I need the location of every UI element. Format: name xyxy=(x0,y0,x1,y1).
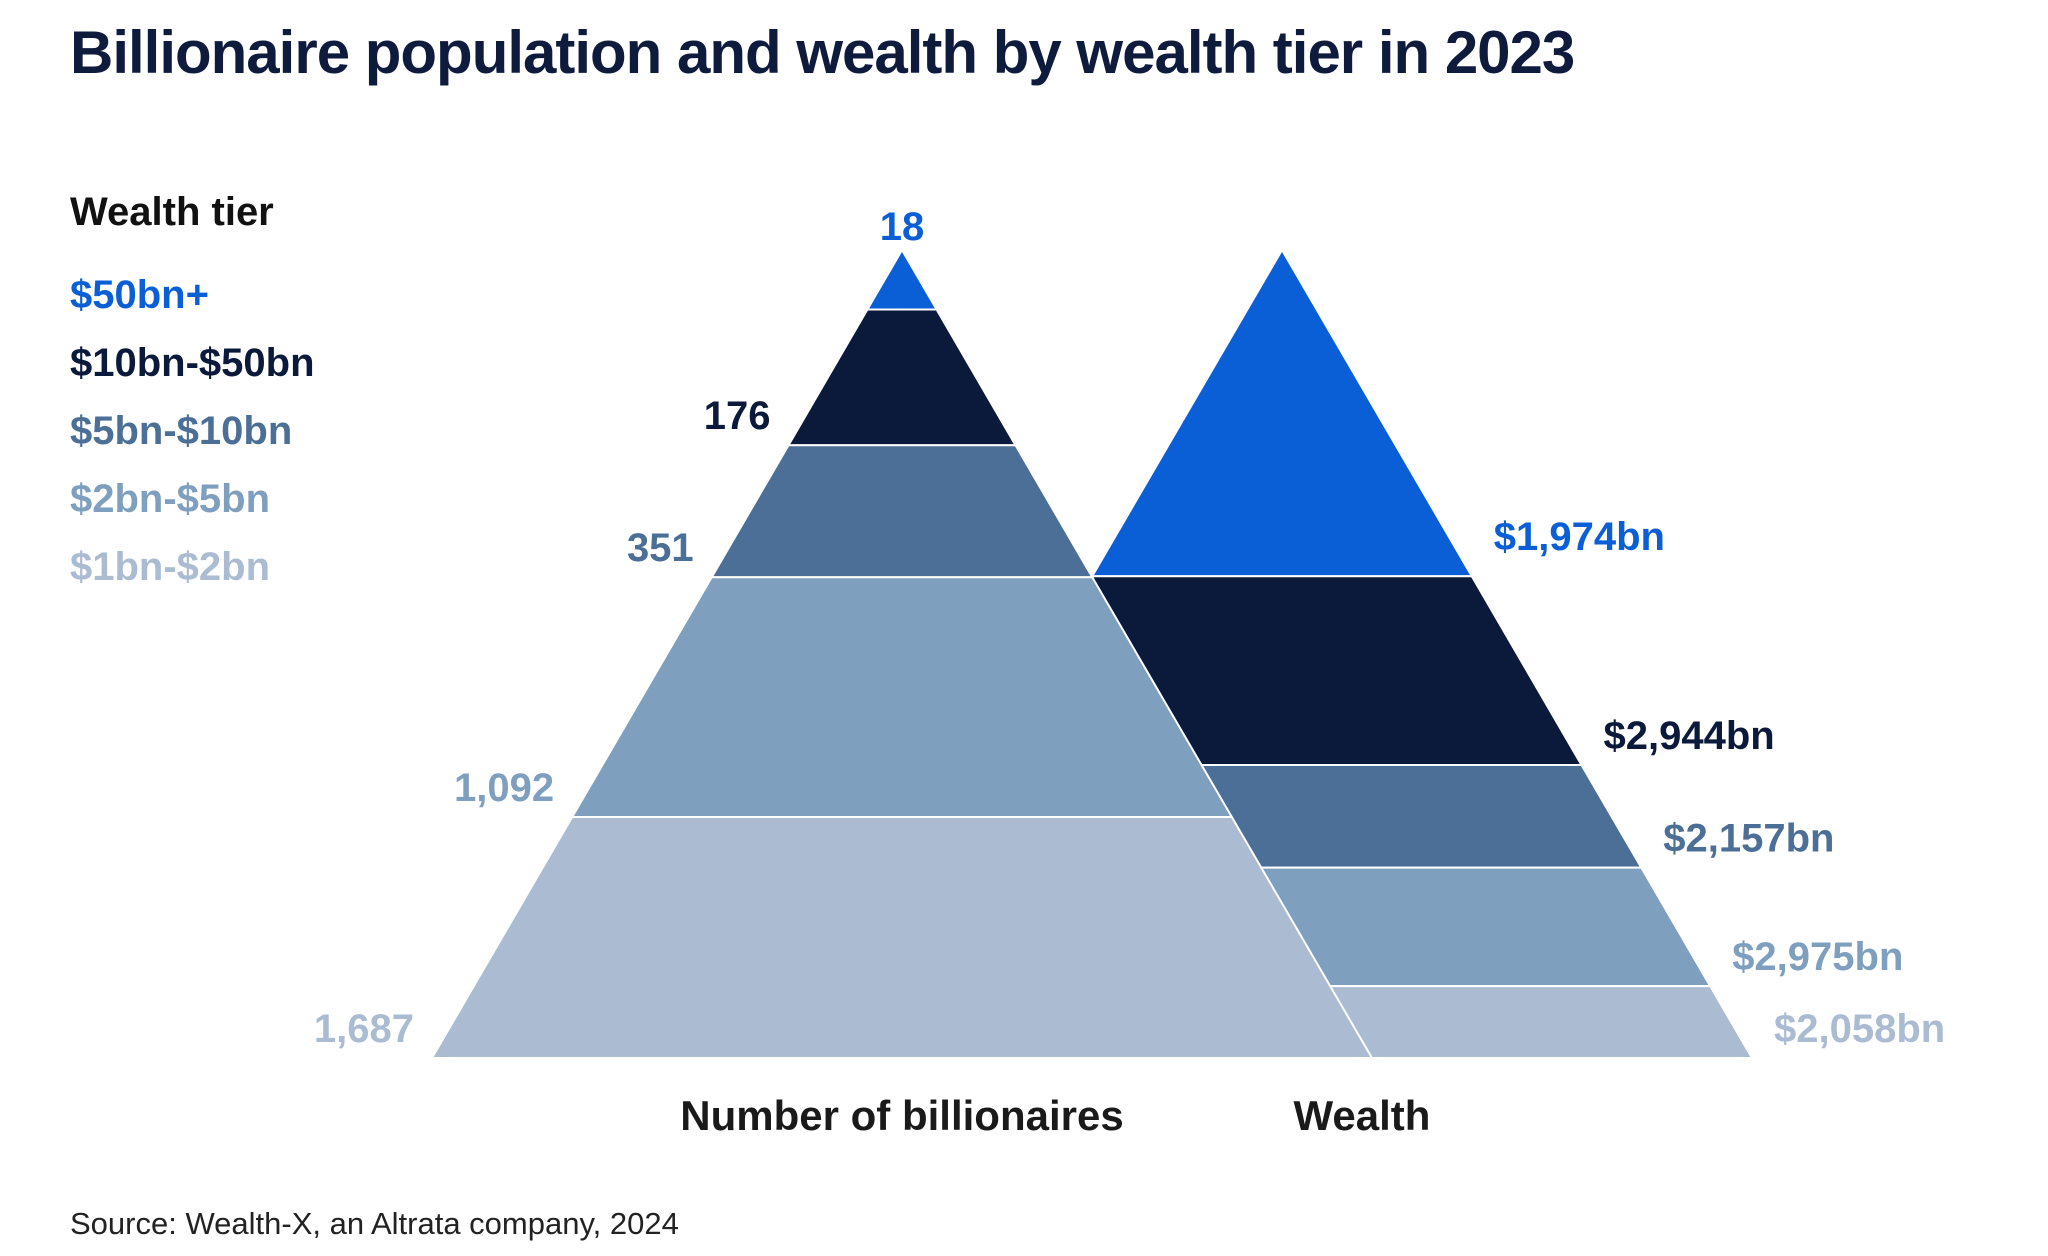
source-note: Source: Wealth-X, an Altrata company, 20… xyxy=(70,1206,679,1241)
wealth-axis-label: Wealth xyxy=(1294,1092,1431,1139)
legend-item-5bn-10bn: $5bn-$10bn xyxy=(70,409,293,453)
count-band-10bn-50bn xyxy=(786,308,1018,447)
chart-title: Billionaire population and wealth by wea… xyxy=(70,19,1575,86)
legend-item-50bn-plus: $50bn+ xyxy=(70,273,209,317)
wealth-label-50bn: $1,974bn xyxy=(1494,515,1665,559)
count-band-1bn-2bn xyxy=(430,816,1374,1059)
count-band-50bn xyxy=(865,248,939,311)
legend-title: Wealth tier xyxy=(70,190,274,234)
wealth-label-2bn-5bn: $2,975bn xyxy=(1732,935,1903,979)
wealth-band-50bn xyxy=(1090,248,1474,578)
legend-item-10bn-50bn: $10bn-$50bn xyxy=(70,341,315,385)
count-label-50bn: 18 xyxy=(880,205,925,249)
count-label-10bn-50bn: 176 xyxy=(704,394,771,438)
count-band-5bn-10bn xyxy=(709,444,1095,579)
wealth-label-5bn-10bn: $2,157bn xyxy=(1663,817,1834,861)
wealth-label-10bn-50bn: $2,944bn xyxy=(1604,714,1775,758)
count-label-5bn-10bn: 351 xyxy=(627,526,694,570)
count-label-2bn-5bn: 1,092 xyxy=(454,766,554,810)
wealth-label-1bn-2bn: $2,058bn xyxy=(1774,1007,1945,1051)
count-label-1bn-2bn: 1,687 xyxy=(314,1007,414,1051)
legend: Wealth tier $50bn+ $10bn-$50bn $5bn-$10b… xyxy=(70,190,315,601)
count-axis-label: Number of billionaires xyxy=(680,1092,1123,1139)
legend-item-1bn-2bn: $1bn-$2bn xyxy=(70,545,271,589)
legend-item-2bn-5bn: $2bn-$5bn xyxy=(70,477,271,521)
